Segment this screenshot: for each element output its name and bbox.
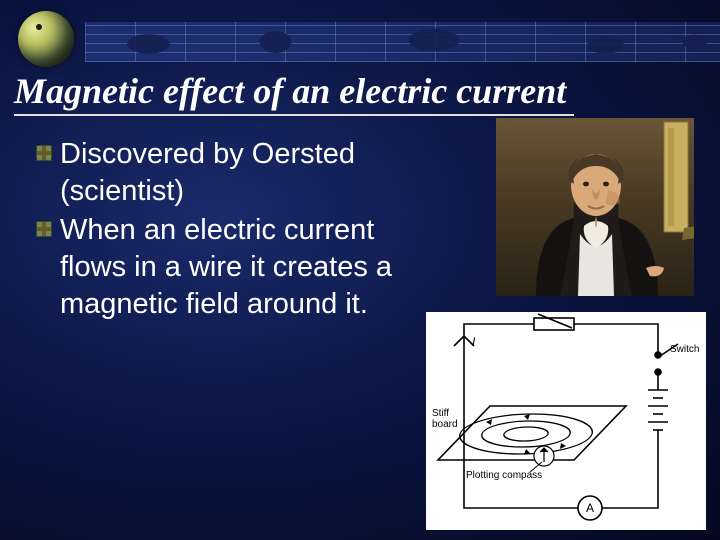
world-map-strip [85,22,720,62]
globe-ornament [18,11,74,67]
label-board-1: Stiff [432,408,449,419]
header-band [0,8,720,60]
oersted-portrait [496,118,694,296]
label-board-2: board [432,419,458,430]
label-current: I [472,335,476,349]
bullet-text: When an electric current flows in a wire… [60,212,396,323]
bullet-text: Discovered by Oersted (scientist) [60,136,396,210]
label-ammeter: A [586,501,594,515]
list-item: When an electric current flows in a wire… [36,212,396,323]
bullet-icon [36,221,52,237]
continents-silhouette [85,22,720,62]
list-item: Discovered by Oersted (scientist) [36,136,396,210]
bullet-icon [36,145,52,161]
bullet-list: Discovered by Oersted (scientist) When a… [36,136,396,326]
circuit-diagram: I Switch Stiff board Plotting compass A [426,312,706,530]
label-compass: Plotting compass [466,470,542,481]
slide-title: Magnetic effect of an electric current [14,70,574,116]
label-switch: Switch [670,344,699,355]
